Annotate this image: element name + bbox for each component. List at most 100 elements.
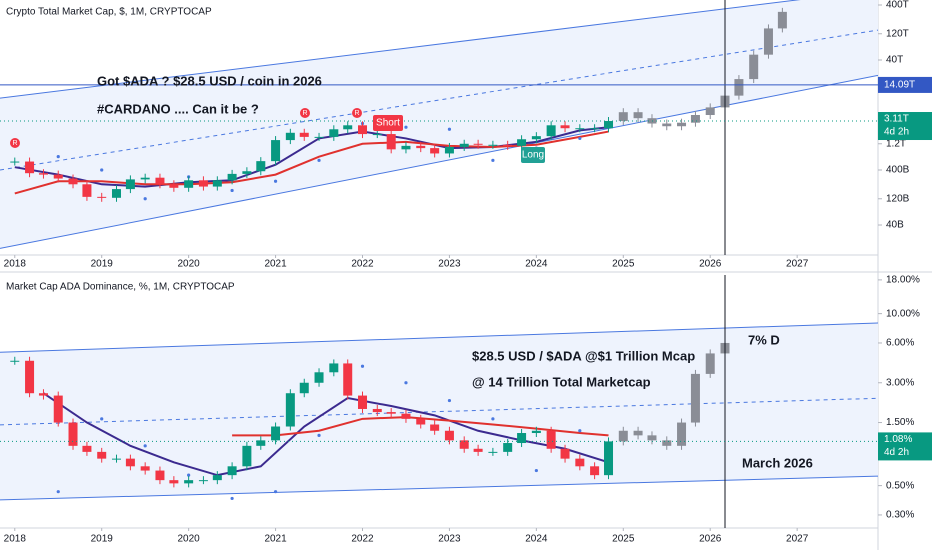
candle [416, 145, 426, 149]
candle [111, 189, 121, 198]
candle [401, 145, 411, 150]
line [232, 416, 609, 437]
sar-dot [100, 417, 104, 421]
line [0, 74, 878, 249]
candle [184, 480, 194, 484]
price-box [878, 432, 932, 461]
candle [212, 475, 222, 481]
annotation: $28.5 USD / $ADA @$1 Trillion Mcap [472, 348, 695, 363]
sar-dot [360, 364, 365, 368]
candle [546, 430, 556, 449]
candle [68, 422, 78, 446]
x-tick-label: 2020 [178, 534, 201, 545]
candle [329, 363, 339, 373]
candle [271, 426, 281, 441]
x-tick-label: 2025 [612, 534, 635, 545]
candle [53, 395, 63, 423]
sar-dot [317, 158, 321, 162]
price-box [878, 76, 932, 93]
candle [590, 466, 600, 476]
candle [358, 395, 368, 409]
candle [590, 128, 600, 130]
candle [560, 448, 570, 459]
candle [169, 480, 179, 484]
sar-dot [491, 158, 495, 162]
price-box [878, 112, 932, 141]
annotation: Got $ADA ? $28.5 USD / coin in 2026 [97, 73, 322, 88]
y-tick-label: 0.30% [886, 510, 914, 521]
candle [531, 430, 541, 434]
candle [271, 140, 281, 162]
annotation: 7% D [748, 332, 780, 347]
line [0, 397, 878, 426]
y-tick-label: 3.00% [886, 377, 914, 388]
line [0, 0, 801, 99]
candle [314, 372, 324, 383]
candle [531, 136, 541, 140]
candle [777, 11, 787, 29]
candle [473, 143, 483, 145]
tag-label: R [302, 110, 307, 117]
line [0, 322, 878, 353]
candle [82, 445, 92, 452]
candle [38, 173, 48, 175]
candle [299, 382, 309, 394]
candle [212, 180, 222, 187]
price-label: 14.09T [884, 80, 915, 91]
y-tick-label: 10.00% [886, 308, 920, 319]
candle [10, 360, 20, 362]
candle [155, 470, 165, 481]
candle [560, 125, 570, 129]
y-tick-label: 40B [886, 220, 904, 231]
countdown: 4d 2h [884, 127, 909, 138]
candle [647, 118, 657, 124]
tag-circle [300, 108, 310, 118]
sar-dot [578, 136, 582, 141]
channel-band [0, 322, 878, 500]
candle [314, 136, 324, 138]
candle [633, 430, 643, 436]
sar-dot [491, 417, 495, 421]
candle [329, 129, 339, 137]
candle [10, 161, 20, 163]
candle [343, 125, 353, 130]
candle [503, 144, 513, 146]
plot-area [0, 0, 878, 249]
candle [82, 184, 92, 197]
candle [125, 458, 135, 467]
x-tick-label: 2019 [91, 259, 114, 270]
candle [444, 146, 454, 154]
candle [517, 139, 527, 146]
sar-dot [187, 473, 191, 477]
candle [97, 451, 107, 459]
sar-dot [143, 197, 147, 201]
sar-dot [143, 444, 147, 448]
candle [575, 458, 585, 467]
candle [299, 132, 309, 137]
sar-dot [317, 433, 321, 437]
annotation: #CARDANO .... Can it be ? [97, 101, 259, 116]
channel-band [0, 0, 878, 249]
candle [690, 115, 700, 123]
tag-circle [352, 108, 362, 118]
tag-label: R [354, 110, 359, 117]
candle [358, 125, 368, 135]
y-tick-label: 120B [886, 193, 910, 204]
y-tick-label: 120T [886, 28, 909, 39]
annotation: March 2026 [742, 455, 813, 470]
candle [68, 178, 78, 185]
y-tick-label: 18.00% [886, 275, 920, 286]
candle [488, 451, 498, 453]
candle [677, 422, 687, 446]
candle [459, 143, 469, 147]
y-tick-label: 1.50% [886, 417, 914, 428]
line [0, 475, 878, 501]
candle [734, 79, 744, 96]
candle [401, 413, 411, 419]
sar-dot [230, 188, 234, 193]
candle [430, 148, 440, 154]
candle [677, 122, 687, 127]
chart-title: Market Cap ADA Dominance, %, 1M, CRYPTOC… [6, 282, 235, 293]
